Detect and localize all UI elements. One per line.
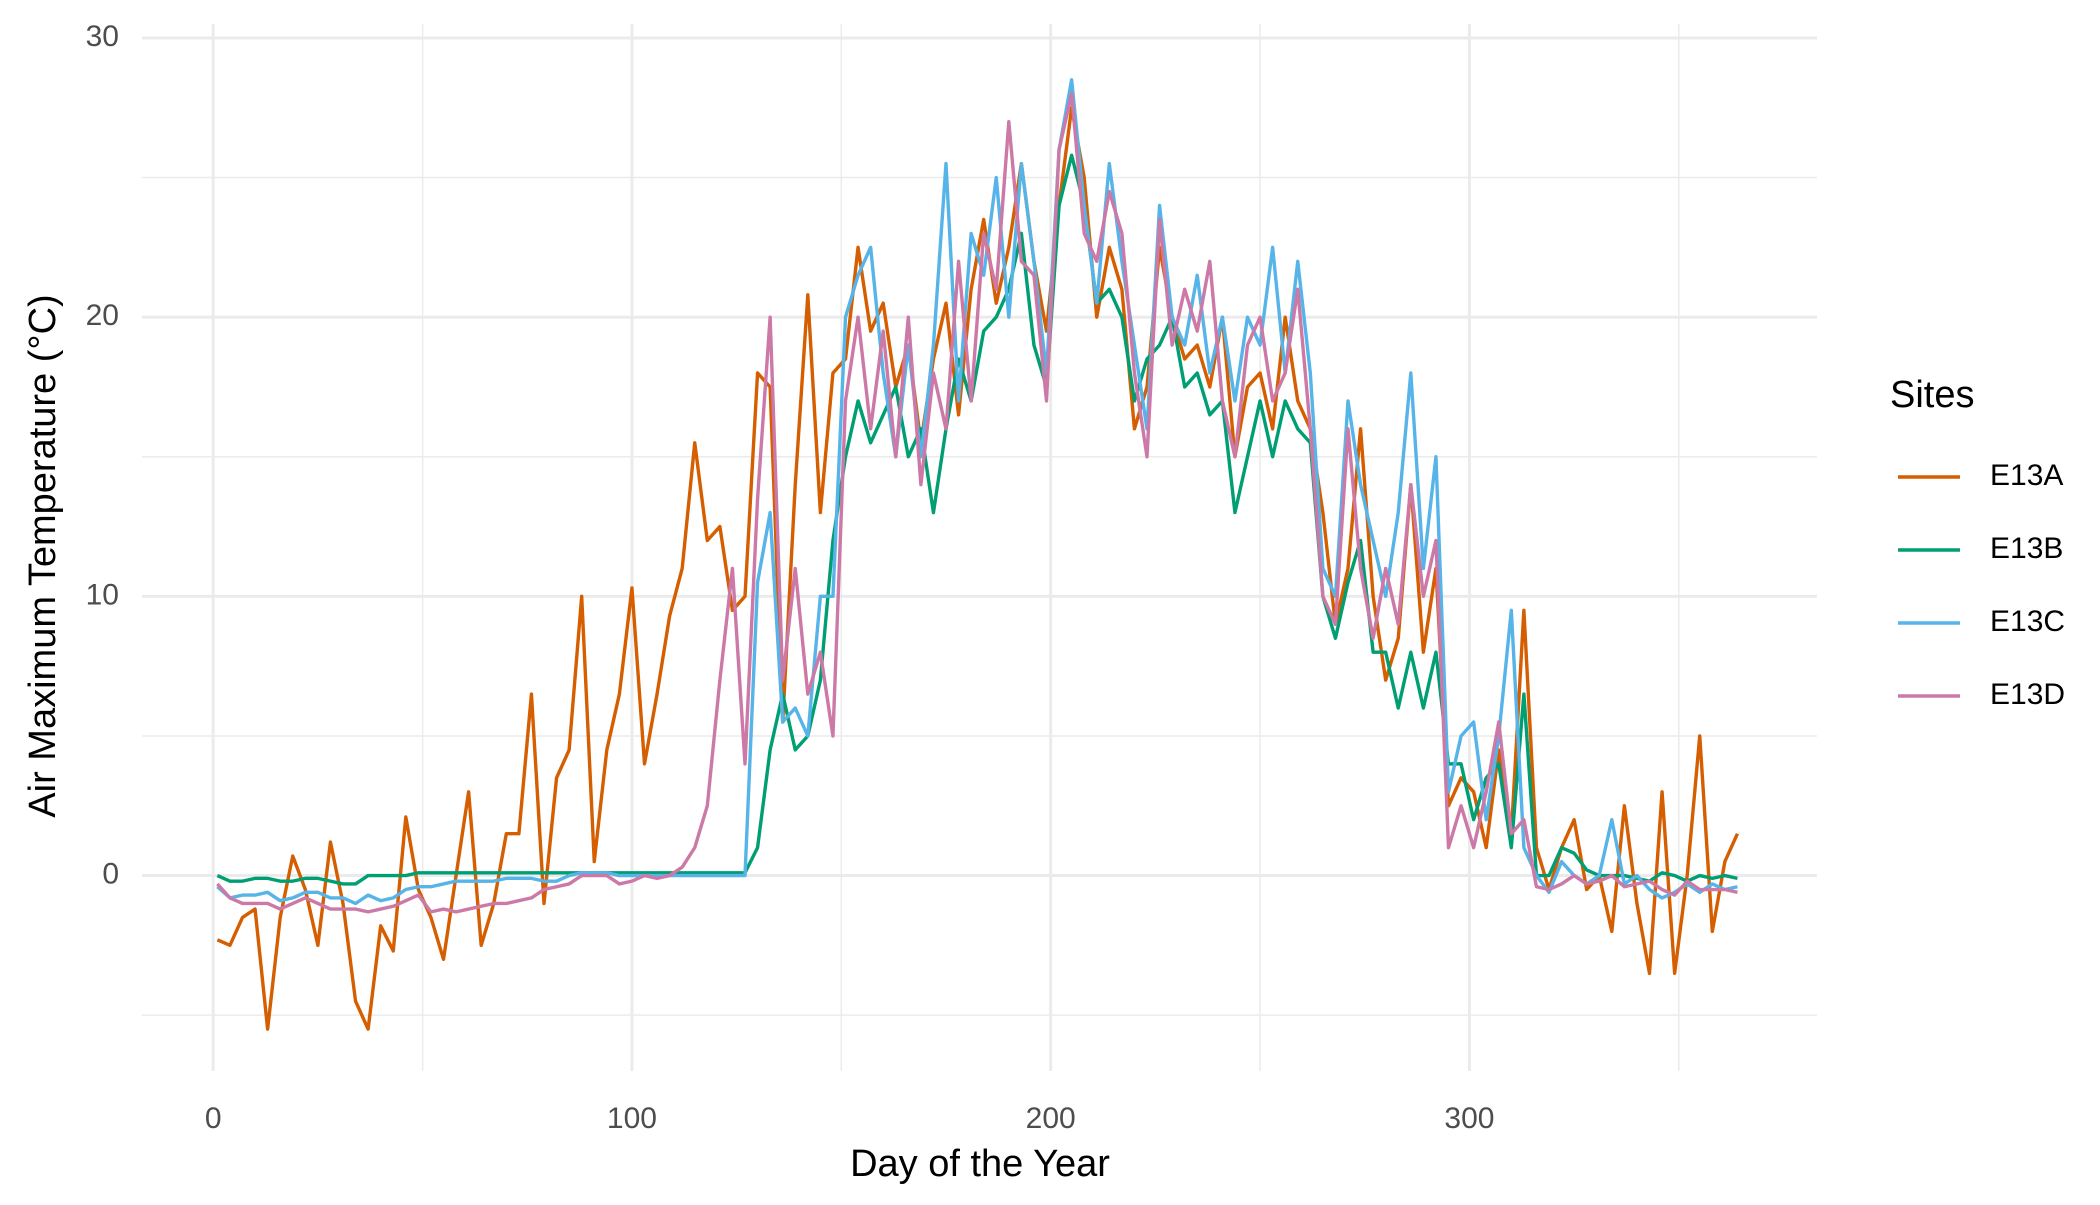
lines xyxy=(216,78,1739,1031)
x-tick-label: 300 xyxy=(1444,1102,1494,1135)
x-axis-title: Day of the Year xyxy=(850,1143,1110,1185)
y-axis-title: Air Maximum Temperature (°C) xyxy=(22,294,64,817)
legend-label: E13B xyxy=(1990,532,2063,565)
series-line xyxy=(216,92,1738,914)
series-line xyxy=(216,78,1738,906)
x-tick-label: 100 xyxy=(607,1102,657,1135)
series-line xyxy=(216,106,1739,1031)
x-tick-label: 200 xyxy=(1026,1102,1076,1135)
legend-label: E13A xyxy=(1990,459,2063,492)
legend-label: E13C xyxy=(1990,605,2065,638)
legend-label: E13D xyxy=(1990,678,2065,711)
legend-title: Sites xyxy=(1890,374,1974,416)
y-tick-label: 30 xyxy=(86,20,119,53)
y-tick-label: 20 xyxy=(86,299,119,332)
grid xyxy=(142,24,1817,1071)
legend: Sites E13A E13B E13C E13D xyxy=(1890,374,2065,711)
x-tick-label: 0 xyxy=(205,1102,222,1135)
series-line xyxy=(216,153,1738,886)
y-tick-label: 0 xyxy=(102,857,119,890)
y-tick-label: 10 xyxy=(86,578,119,611)
